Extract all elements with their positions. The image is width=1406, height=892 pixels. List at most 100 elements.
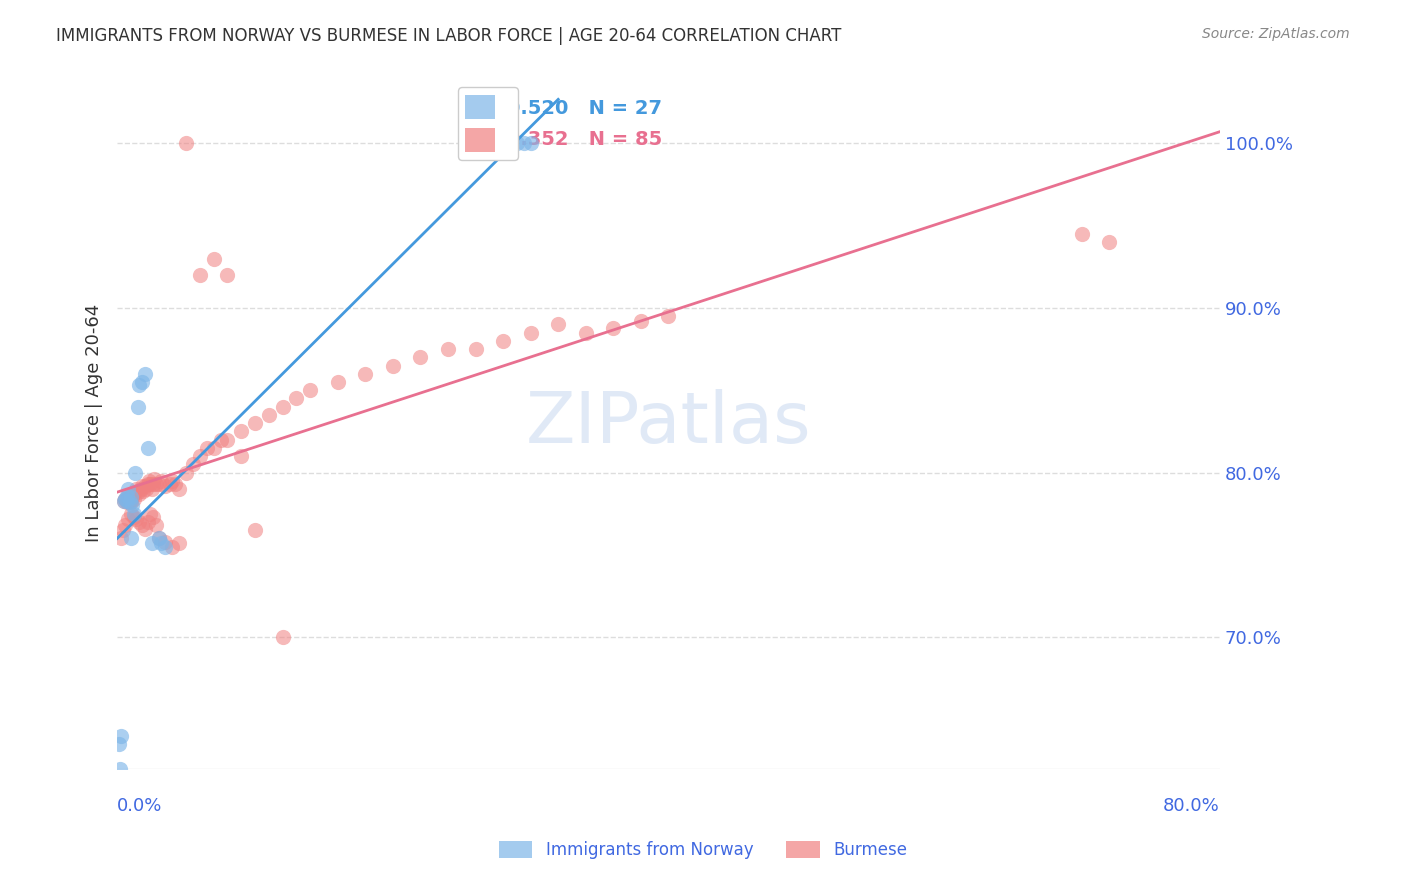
Point — [139, 507, 162, 521]
Point — [148, 477, 170, 491]
Point — [118, 495, 141, 509]
Point — [231, 449, 253, 463]
Point — [243, 416, 266, 430]
Point — [131, 518, 153, 533]
Point — [195, 441, 218, 455]
Point — [202, 441, 225, 455]
Point — [134, 479, 156, 493]
Point — [285, 392, 308, 406]
Point — [326, 375, 349, 389]
Text: Source: ZipAtlas.com: Source: ZipAtlas.com — [1202, 27, 1350, 41]
Point — [148, 532, 170, 546]
Point — [174, 136, 197, 151]
Point — [120, 489, 142, 503]
Point — [145, 477, 167, 491]
Point — [111, 523, 134, 537]
Point — [107, 737, 129, 751]
Point — [354, 367, 377, 381]
Point — [136, 477, 159, 491]
Y-axis label: In Labor Force | Age 20-64: In Labor Force | Age 20-64 — [86, 304, 103, 542]
Point — [167, 536, 190, 550]
Point — [155, 540, 177, 554]
Point — [492, 334, 515, 348]
Point — [128, 487, 150, 501]
Point — [217, 268, 239, 282]
Text: IMMIGRANTS FROM NORWAY VS BURMESE IN LABOR FORCE | AGE 20-64 CORRELATION CHART: IMMIGRANTS FROM NORWAY VS BURMESE IN LAB… — [56, 27, 842, 45]
Point — [492, 136, 515, 151]
Point — [120, 532, 142, 546]
Point — [131, 375, 153, 389]
Point — [118, 493, 141, 508]
Point — [125, 482, 148, 496]
Text: 80.0%: 80.0% — [1163, 797, 1220, 814]
Point — [134, 367, 156, 381]
Point — [122, 491, 145, 506]
Point — [136, 441, 159, 455]
Point — [464, 342, 486, 356]
Point — [155, 479, 177, 493]
Point — [142, 510, 165, 524]
Point — [108, 762, 131, 776]
Point — [141, 536, 163, 550]
Point — [148, 532, 170, 546]
Text: R = 0.352   N = 85: R = 0.352 N = 85 — [463, 130, 662, 149]
Point — [547, 318, 569, 332]
Point — [117, 490, 139, 504]
Point — [114, 491, 136, 506]
Point — [506, 136, 529, 151]
Point — [174, 466, 197, 480]
Text: 0.0%: 0.0% — [117, 797, 163, 814]
Point — [135, 482, 157, 496]
Point — [131, 479, 153, 493]
Point — [132, 483, 155, 498]
Point — [150, 474, 173, 488]
Point — [437, 342, 460, 356]
Point — [110, 729, 132, 743]
Point — [165, 477, 187, 491]
Point — [138, 474, 160, 488]
Point — [657, 309, 679, 323]
Point — [121, 499, 143, 513]
Point — [114, 491, 136, 506]
Point — [122, 507, 145, 521]
Point — [188, 449, 211, 463]
Point — [120, 495, 142, 509]
Point — [271, 630, 294, 644]
Point — [127, 485, 149, 500]
Point — [1098, 235, 1121, 249]
Point — [162, 474, 184, 488]
Point — [231, 425, 253, 439]
Point — [271, 400, 294, 414]
Point — [128, 515, 150, 529]
Point — [602, 320, 624, 334]
Point — [125, 511, 148, 525]
Point — [141, 482, 163, 496]
Point — [159, 477, 181, 491]
Point — [1070, 227, 1092, 241]
Point — [127, 400, 149, 414]
Point — [129, 482, 152, 496]
Point — [575, 326, 598, 340]
Point — [122, 510, 145, 524]
Text: R = 0.520   N = 27: R = 0.520 N = 27 — [463, 99, 662, 118]
Point — [128, 378, 150, 392]
Point — [257, 408, 280, 422]
Point — [202, 252, 225, 266]
Point — [134, 522, 156, 536]
Point — [188, 268, 211, 282]
Point — [630, 314, 652, 328]
Text: ZIPatlas: ZIPatlas — [526, 389, 811, 458]
Point — [145, 518, 167, 533]
Point — [121, 490, 143, 504]
Point — [115, 493, 138, 508]
Point — [120, 507, 142, 521]
Point — [181, 458, 204, 472]
Point — [115, 489, 138, 503]
Point — [167, 482, 190, 496]
Point — [124, 466, 146, 480]
Point — [112, 493, 135, 508]
Point — [114, 518, 136, 533]
Point — [155, 534, 177, 549]
Point — [115, 495, 138, 509]
Point — [112, 493, 135, 508]
